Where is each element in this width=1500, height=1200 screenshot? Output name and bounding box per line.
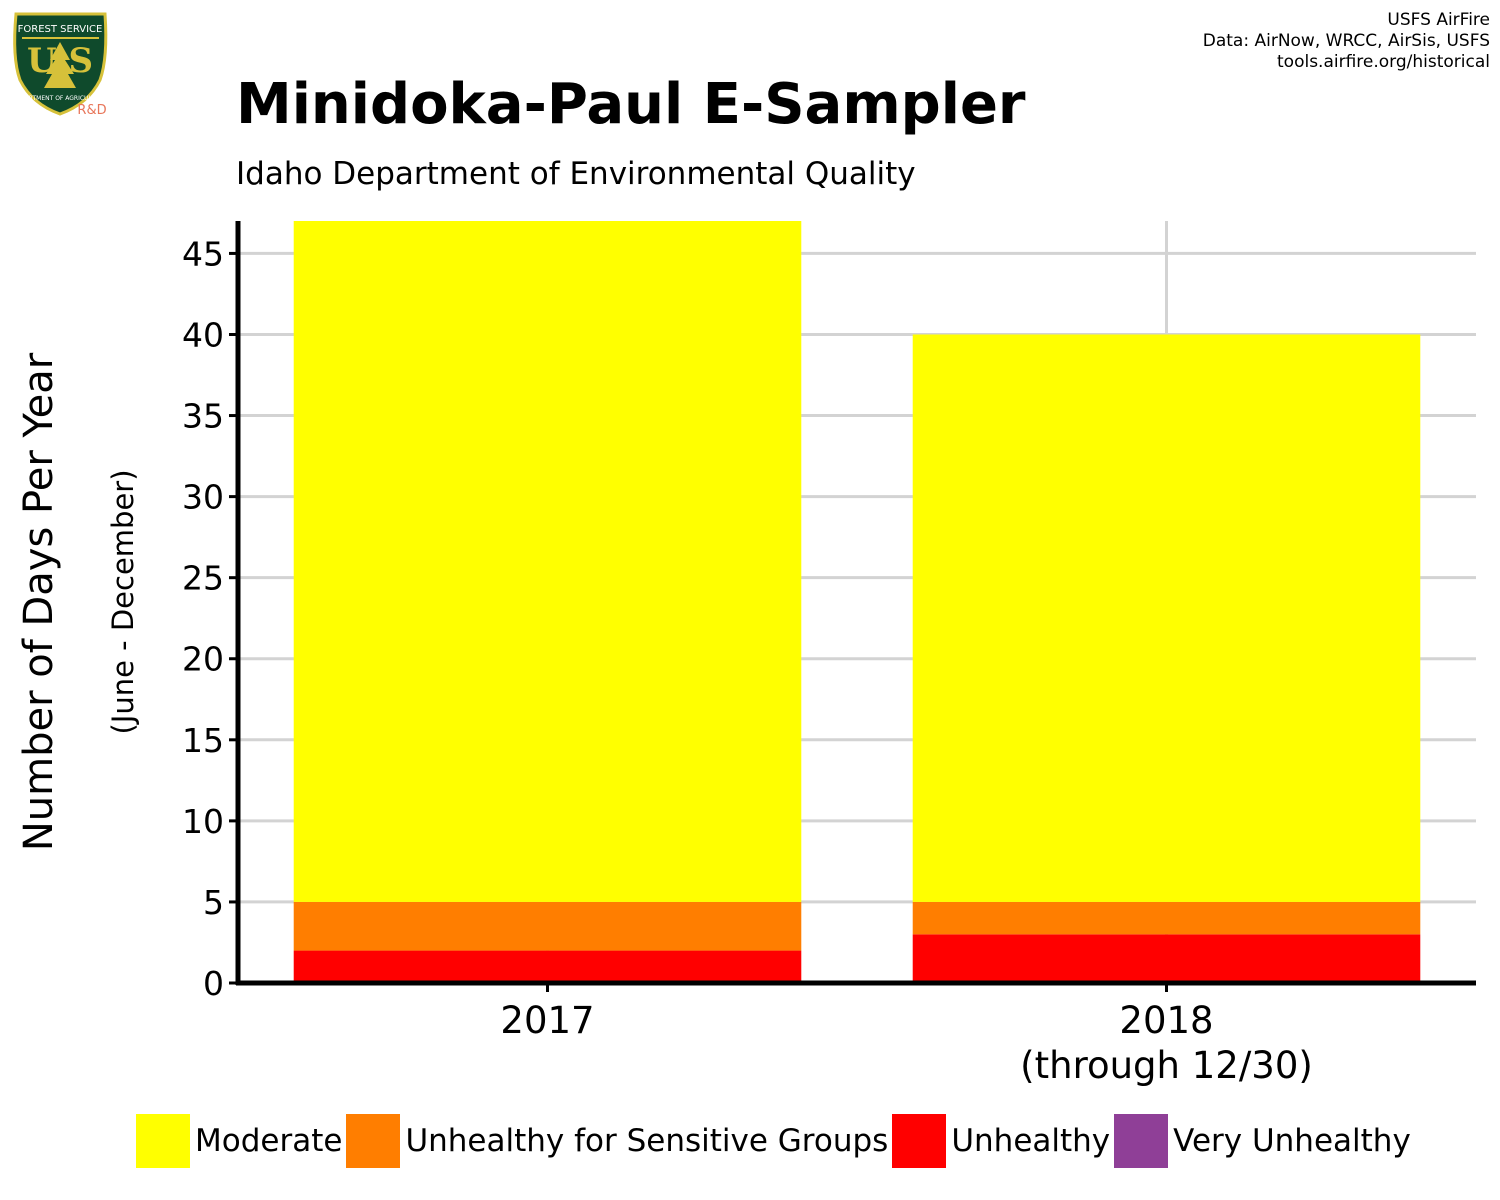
legend-label: Unhealthy [951, 1123, 1111, 1159]
y-tick-label: 25 [182, 559, 224, 598]
y-tick-label: 20 [182, 640, 224, 679]
legend-label: Unhealthy for Sensitive Groups [405, 1123, 889, 1159]
x-tick-label: 2017 [500, 999, 594, 1042]
y-tick-label: 45 [182, 234, 224, 273]
stacked-bar-chart: 0 5 10 15 20 25 30 35 40 45 2017 2018(through 12/30… [16, 221, 1476, 1087]
credit-line: USFS AirFire [1387, 10, 1490, 30]
logo-top-text: FOREST SERVICE [18, 24, 103, 35]
legend-swatch [892, 1114, 947, 1168]
legend-label: Moderate [195, 1123, 343, 1159]
y-tick-label: 35 [182, 397, 224, 436]
bar-segment-moderate [293, 221, 802, 902]
bar-segment-moderate [912, 334, 1421, 902]
legend-item: Moderate [136, 1114, 342, 1168]
usfs-logo-icon: FOREST SERVICE U S DEPARTMENT OF AGRICUL… [13, 12, 108, 118]
y-tick-label: 15 [182, 721, 224, 760]
legend-item: Very Unhealthy [1114, 1114, 1411, 1168]
y-axis-subtitle: (June - December) [106, 469, 140, 734]
bar-segment-unhealthy [912, 934, 1421, 983]
y-tick-label: 5 [203, 883, 224, 922]
bar-segment-unhealthy-for-sensitive-groups [912, 901, 1421, 935]
legend-item: Unhealthy [892, 1114, 1110, 1168]
bar-segment-unhealthy [293, 950, 802, 983]
chart-legend: Moderate Unhealthy for Sensitive Groups Un… [136, 1113, 1415, 1169]
chart-subtitle: Idaho Department of Environmental Qualit… [236, 156, 916, 192]
x-tick-sublabel: (through 12/30) [1020, 1044, 1313, 1087]
y-tick-label: 10 [182, 802, 224, 841]
bar-segment-unhealthy-for-sensitive-groups [293, 901, 802, 951]
y-axis-title: Number of Days Per Year [16, 352, 62, 851]
legend-swatch [346, 1114, 401, 1168]
credit-line: Data: AirNow, WRCC, AirSis, USFS [1202, 31, 1490, 51]
logo-bottom-text: DEPARTMENT OF AGRICULTURE [13, 95, 107, 102]
y-tick-label: 0 [203, 964, 224, 1003]
legend-swatch [1114, 1114, 1169, 1168]
x-tick-label: 2018 [1119, 999, 1213, 1042]
y-tick-label: 30 [182, 478, 224, 517]
y-tick-label: 40 [182, 315, 224, 354]
data-credits: USFS AirFire Data: AirNow, WRCC, AirSis,… [1203, 10, 1490, 73]
legend-label: Very Unhealthy [1173, 1123, 1411, 1159]
logo-rd-tag: R&D [77, 103, 106, 118]
legend-item: Unhealthy for Sensitive Groups [346, 1114, 888, 1168]
legend-swatch [136, 1114, 190, 1168]
chart-title: Minidoka-Paul E-Sampler [236, 72, 1026, 137]
credit-line: tools.airfire.org/historical [1277, 52, 1490, 72]
